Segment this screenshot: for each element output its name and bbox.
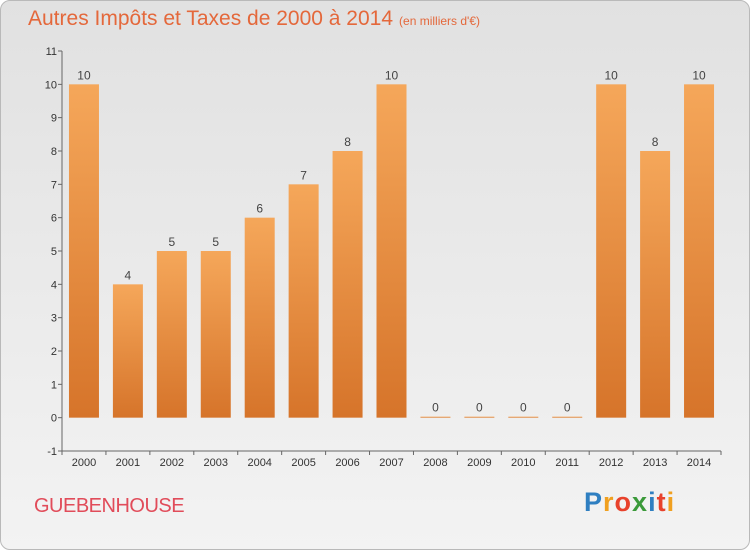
y-tick-label: 10 [45, 79, 57, 91]
bar [464, 416, 495, 418]
x-tick-label: 2006 [335, 457, 359, 469]
x-tick-label: 2000 [72, 457, 96, 469]
x-tick-label: 2014 [687, 457, 711, 469]
bar [640, 151, 671, 418]
x-tick-label: 2007 [379, 457, 403, 469]
x-tick-label: 2010 [511, 457, 535, 469]
data-label: 0 [520, 401, 527, 415]
bar [244, 217, 275, 418]
data-label: 4 [125, 268, 132, 282]
y-tick-label: 8 [51, 146, 57, 158]
x-tick-label: 2003 [204, 457, 228, 469]
data-label: 10 [385, 68, 399, 82]
bar [552, 416, 583, 418]
logo-letter: t [656, 487, 667, 517]
data-label: 6 [256, 202, 263, 216]
data-label: 0 [564, 401, 571, 415]
y-tick-label: -1 [47, 446, 57, 458]
bar [112, 284, 143, 418]
bar [508, 416, 539, 418]
data-label: 0 [476, 401, 483, 415]
logo-letter: r [603, 487, 615, 517]
y-tick-label: 0 [51, 413, 57, 425]
bar [68, 84, 99, 418]
x-tick-label: 2004 [247, 457, 271, 469]
data-label: 10 [692, 68, 706, 82]
x-tick-label: 2001 [116, 457, 140, 469]
y-tick-label: 9 [51, 113, 57, 125]
bar [420, 416, 451, 418]
commune-name: GUEBENHOUSE [34, 495, 185, 517]
data-label: 8 [344, 135, 351, 149]
y-tick-label: 6 [51, 213, 57, 225]
y-tick-label: 11 [46, 46, 57, 58]
y-tick-label: 5 [51, 246, 57, 258]
bar [596, 84, 627, 418]
logo-letter: i [648, 487, 657, 517]
y-tick-label: 3 [51, 313, 57, 325]
x-tick-label: 2008 [423, 457, 447, 469]
title-unit: (en milliers d'€) [399, 14, 481, 28]
proxiti-logo: Proxiti [584, 487, 675, 518]
y-tick-label: 4 [51, 279, 57, 291]
x-tick-label: 2011 [555, 457, 579, 469]
x-tick-label: 2005 [291, 457, 315, 469]
title-main: Autres Impôts et Taxes de 2000 à 2014 [28, 7, 394, 30]
y-tick-label: 2 [51, 346, 57, 358]
bar [332, 151, 363, 418]
x-tick-label: 2012 [599, 457, 623, 469]
data-label: 5 [212, 235, 219, 249]
bar [684, 84, 715, 418]
logo-letter: P [584, 487, 604, 517]
x-tick-label: 2009 [467, 457, 491, 469]
data-label: 0 [432, 401, 439, 415]
data-label: 5 [168, 235, 175, 249]
y-tick-label: 7 [51, 179, 57, 191]
bar [156, 251, 187, 418]
x-tick-label: 2002 [160, 457, 184, 469]
data-label: 7 [300, 168, 307, 182]
bar [376, 84, 407, 418]
bar [288, 184, 319, 418]
data-label: 10 [604, 68, 618, 82]
x-tick-label: 2013 [643, 457, 667, 469]
logo-letter: x [632, 487, 649, 517]
data-label: 10 [77, 68, 91, 82]
y-tick-label: 1 [51, 379, 57, 391]
chart-title: Autres Impôts et Taxes de 2000 à 2014 (en… [28, 7, 480, 31]
logo-letter: o [614, 487, 633, 517]
data-label: 8 [652, 135, 659, 149]
logo-letter: i [666, 487, 676, 517]
bar [200, 251, 231, 418]
